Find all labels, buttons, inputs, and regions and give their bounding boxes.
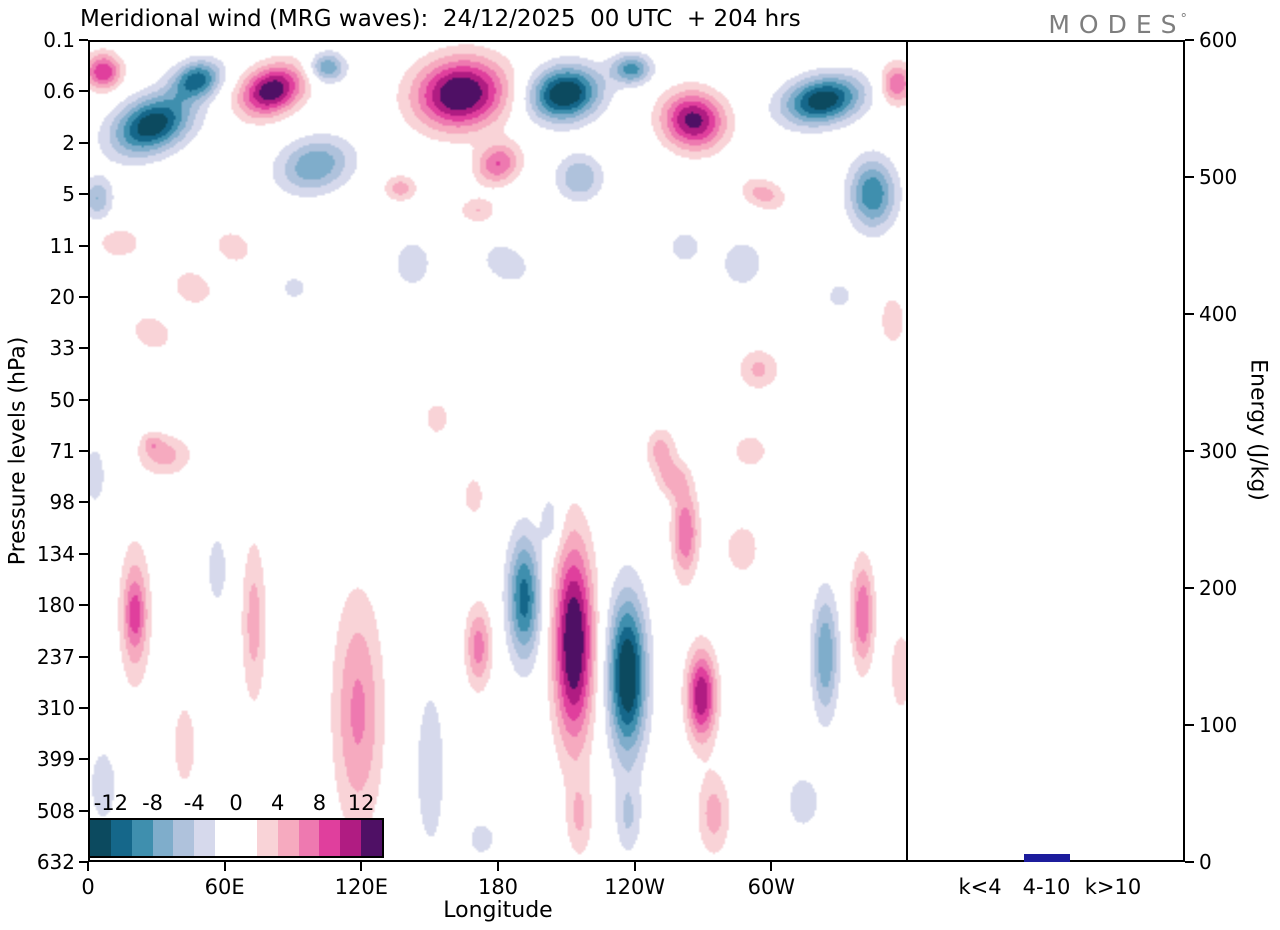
longitude-tick-label: 0 [81,875,95,899]
colorbar-cell [173,820,195,856]
colorbar-cell [131,820,153,856]
pressure-tick-mark [79,861,88,863]
energy-tick-mark [1185,587,1194,589]
pressure-tick-label: 5 [62,182,75,207]
pressure-tick-label: 2 [62,130,75,155]
pressure-tick-mark [79,141,88,144]
pressure-tick-mark [79,758,88,761]
energy-tick-label: 400 [1199,302,1238,326]
colorbar-cell [90,820,111,856]
modes-logo-text: MODES [1048,10,1186,39]
longitude-tick-mark [223,862,226,871]
pressure-tick-mark [79,193,88,196]
energy-tick-mark [1185,861,1194,863]
longitude-tick-mark [633,862,636,871]
longitude-axis-title: Longitude [443,898,553,923]
colorbar-legend [88,818,384,858]
pressure-tick-label: 237 [36,644,75,669]
chart-title: Meridional wind (MRG waves): 24/12/2025 … [80,6,801,32]
pressure-tick-label: 0.1 [43,28,75,52]
pressure-tick-label: 399 [36,747,75,772]
longitude-tick-mark [497,862,499,871]
colorbar-cell [110,820,132,856]
longitude-tick-mark [87,862,89,871]
wavenumber-category-label: k<4 [958,875,1002,899]
longitude-tick-mark [360,862,363,871]
pressure-tick-label: 508 [36,798,75,823]
pressure-tick-mark [79,450,88,452]
energy-tick-label: 500 [1199,165,1238,189]
pressure-tick-mark [79,244,88,247]
modes-logo: MODES° [1048,10,1192,39]
energy-axis-title: Energy (J/kg) [1245,359,1271,501]
contour-field [90,42,906,860]
energy-spectrum-panel [908,40,1185,862]
energy-tick-label: 200 [1199,576,1238,600]
colorbar-cell [194,820,216,856]
colorbar-cell [277,820,299,856]
pressure-tick-label: 0.6 [43,79,75,104]
pressure-tick-mark [79,706,88,709]
pressure-tick-mark [79,501,88,504]
pressure-tick-mark [79,655,88,658]
longitude-tick-label: 60W [747,875,796,899]
wavenumber-category-label: 4-10 [1022,875,1071,899]
modes-logo-mark: ° [1180,12,1188,27]
pressure-tick-mark [79,39,88,41]
longitude-tick-label: 120W [604,875,666,899]
energy-tick-label: 600 [1199,28,1238,52]
longitude-tick-label: 60E [204,875,245,899]
longitude-tick-label: 120E [334,875,388,899]
pressure-axis-title: Pressure levels (hPa) [5,336,31,566]
colorbar-cell [215,820,237,856]
longitude-tick-mark [770,862,773,871]
colorbar-cell [256,820,278,856]
pressure-tick-mark [79,809,88,812]
pressure-tick-mark [79,604,88,607]
pressure-tick-mark [79,295,88,298]
energy-tick-mark [1185,724,1194,726]
pressure-tick-label: 11 [49,233,75,258]
pressure-tick-label: 310 [36,695,75,720]
pressure-tick-mark [79,347,88,350]
energy-tick-mark [1185,176,1194,178]
colorbar-cell [340,820,362,856]
energy-tick-mark [1185,450,1194,452]
colorbar-cell [319,820,341,856]
wavenumber-category-label: k>10 [1084,875,1142,899]
energy-tick-mark [1185,39,1194,41]
pressure-tick-mark [79,90,88,93]
pressure-tick-label: 632 [36,850,75,874]
energy-tick-label: 100 [1199,713,1238,737]
energy-tick-label: 0 [1199,850,1212,874]
energy-tick-mark [1185,313,1194,315]
colorbar-cell [361,820,383,856]
pressure-tick-label: 20 [49,284,75,309]
pressure-tick-mark [79,552,88,555]
pressure-tick-mark [79,398,88,401]
colorbar-cell [152,820,174,856]
contour-plot-panel [88,40,908,862]
pressure-tick-label: 180 [36,593,75,618]
colorbar-cell [298,820,320,856]
longitude-tick-label: 180 [477,875,519,899]
colorbar-cell [236,820,257,856]
